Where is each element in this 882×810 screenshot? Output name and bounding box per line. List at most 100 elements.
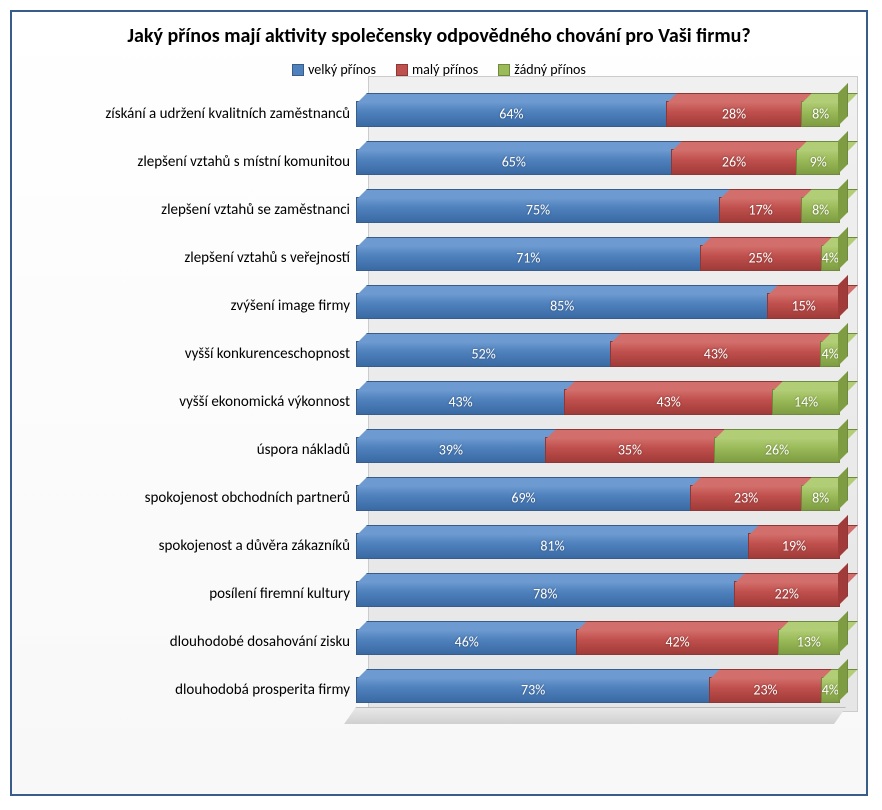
bar-value-label: 8% [812, 490, 829, 507]
bar-segment-maly: 42% [576, 629, 777, 655]
bar-segment-top [357, 189, 738, 199]
bar-value-label: 39% [439, 442, 463, 459]
legend-swatch [292, 64, 304, 76]
bar-segment-zadny: 13% [778, 629, 840, 655]
bar-segment-maly: 23% [709, 677, 820, 703]
bar-value-label: 19% [782, 538, 806, 555]
category-label: zlepšení vztahů s veřejností [184, 249, 350, 267]
bar-segment-maly: 22% [734, 581, 840, 607]
bar-value-label: 8% [812, 106, 829, 123]
bar-row: zlepšení vztahů s veřejností 71% 25% 4% [46, 234, 846, 282]
bar-segment-zadny: 4% [821, 677, 840, 703]
bar-segment-zadny: 26% [714, 437, 840, 463]
bar-row: posílení firemní kultury 78%22% [46, 570, 846, 618]
bar-value-label: 13% [797, 634, 821, 651]
bar-row: dlouhodobé dosahování zisku 46% 42% 13% [46, 618, 846, 666]
bar-segment-zadny: 8% [801, 485, 840, 511]
bar: 75%17%8% [356, 197, 840, 223]
bar-segment-top [357, 621, 595, 631]
category-label: získání a udržení kvalitních zaměstnanců [105, 105, 350, 123]
bar-row: zvýšení image firmy85%15% [46, 282, 846, 330]
bar-segment-maly: 15% [767, 293, 840, 319]
bar-value-label: 26% [765, 442, 789, 459]
bar: 52% 43% 4% [356, 341, 840, 367]
bar-value-label: 23% [734, 490, 758, 507]
bar-segment-maly: 23% [690, 485, 801, 511]
bar-segment-top [672, 141, 816, 151]
bar-segment-maly: 43% [564, 389, 772, 415]
bar-value-label: 22% [775, 586, 799, 603]
bar-value-label: 4% [822, 250, 839, 267]
bar-segment-top [701, 237, 840, 247]
bar-segment-velky: 46% [356, 629, 576, 655]
bar-row: zlepšení vztahů se zaměstnanci75%17%8% [46, 186, 846, 234]
bar-segment-velky: 71% [356, 245, 700, 271]
bar-value-label: 15% [792, 298, 816, 315]
bar-value-label: 4% [822, 346, 839, 363]
bar-segment-top [357, 669, 728, 679]
bar-segment-top [357, 573, 753, 583]
bar-row: vyšší ekonomická výkonnost43%43%14% [46, 378, 846, 426]
bar-row: zlepšení vztahů s místní komunitou65%26%… [46, 138, 846, 186]
bar-value-label: 46% [455, 634, 479, 651]
bar-segment-velky: 69% [356, 485, 690, 511]
bar: 69% 23% 8% [356, 485, 840, 511]
bar: 64% 28% 8% [356, 101, 840, 127]
bar-value-label: 28% [722, 106, 746, 123]
bar: 39%35%26% [356, 437, 840, 463]
bar-row: dlouhodobá prosperita firmy 73% 23% 4% [46, 666, 846, 714]
category-label: posílení firemní kultury [209, 585, 350, 603]
legend-label: velký přínos [308, 61, 376, 78]
category-label: dlouhodobé dosahování zisku [170, 633, 350, 651]
bar-value-label: 23% [753, 682, 777, 699]
bar-value-label: 9% [810, 154, 827, 171]
legend-swatch [498, 64, 510, 76]
bar: 46% 42% 13% [356, 629, 840, 655]
bar: 81% 19% [356, 533, 840, 559]
bar: 85% 15% [356, 293, 840, 319]
bar-segment-top [667, 93, 821, 103]
bar-row: spokojenost a důvěra zákazníků81%19% [46, 522, 846, 570]
bar-segment-velky: 65% [356, 149, 671, 175]
bar-segment-top [357, 93, 685, 103]
bar-segment-top [357, 141, 690, 151]
bar-segment-velky: 64% [356, 101, 666, 127]
bar-segment-zadny: 4% [820, 341, 840, 367]
bar-segment-top [357, 381, 583, 391]
category-label: dlouhodobá prosperita firmy [175, 681, 350, 699]
bar-segment-velky: 39% [356, 437, 545, 463]
bar-value-label: 17% [749, 202, 773, 219]
bar-segment-top [357, 525, 767, 535]
bar-segment-velky: 85% [356, 293, 767, 319]
bar-segment-velky: 73% [356, 677, 709, 703]
bar-segment-top [797, 141, 858, 151]
bar-value-label: 43% [657, 394, 681, 411]
bar-segment-top [577, 621, 796, 631]
bar-segment-velky: 43% [356, 389, 564, 415]
bar-value-label: 52% [472, 346, 496, 363]
bar: 73% 23% 4% [356, 677, 840, 703]
plot-area: získání a udržení kvalitních zaměstnanců… [46, 88, 846, 716]
bar-segment-top [357, 285, 786, 295]
bar-value-label: 75% [526, 202, 550, 219]
bar-row: úspora nákladů 39%35%26% [46, 426, 846, 474]
bar-value-label: 43% [448, 394, 472, 411]
bar-value-label: 25% [749, 250, 773, 267]
bar: 78%22% [356, 581, 840, 607]
bar-segment-top [715, 429, 858, 439]
bar-value-label: 81% [540, 538, 564, 555]
category-label: úspora nákladů [257, 441, 350, 459]
legend-swatch [396, 64, 408, 76]
bar-value-label: 65% [502, 154, 526, 171]
bar-segment-top [565, 381, 791, 391]
bar-segment-maly: 19% [748, 533, 840, 559]
bar-value-label: 85% [550, 298, 574, 315]
bar-segment-top [611, 333, 839, 343]
bar-segment-zadny: 9% [796, 149, 840, 175]
bar-segment-velky: 75% [356, 197, 719, 223]
bar-value-label: 69% [511, 490, 535, 507]
bar-value-label: 43% [704, 346, 728, 363]
bar: 65%26%9% [356, 149, 840, 175]
legend-item: velký přínos [292, 61, 376, 78]
bar-segment-maly: 17% [719, 197, 801, 223]
